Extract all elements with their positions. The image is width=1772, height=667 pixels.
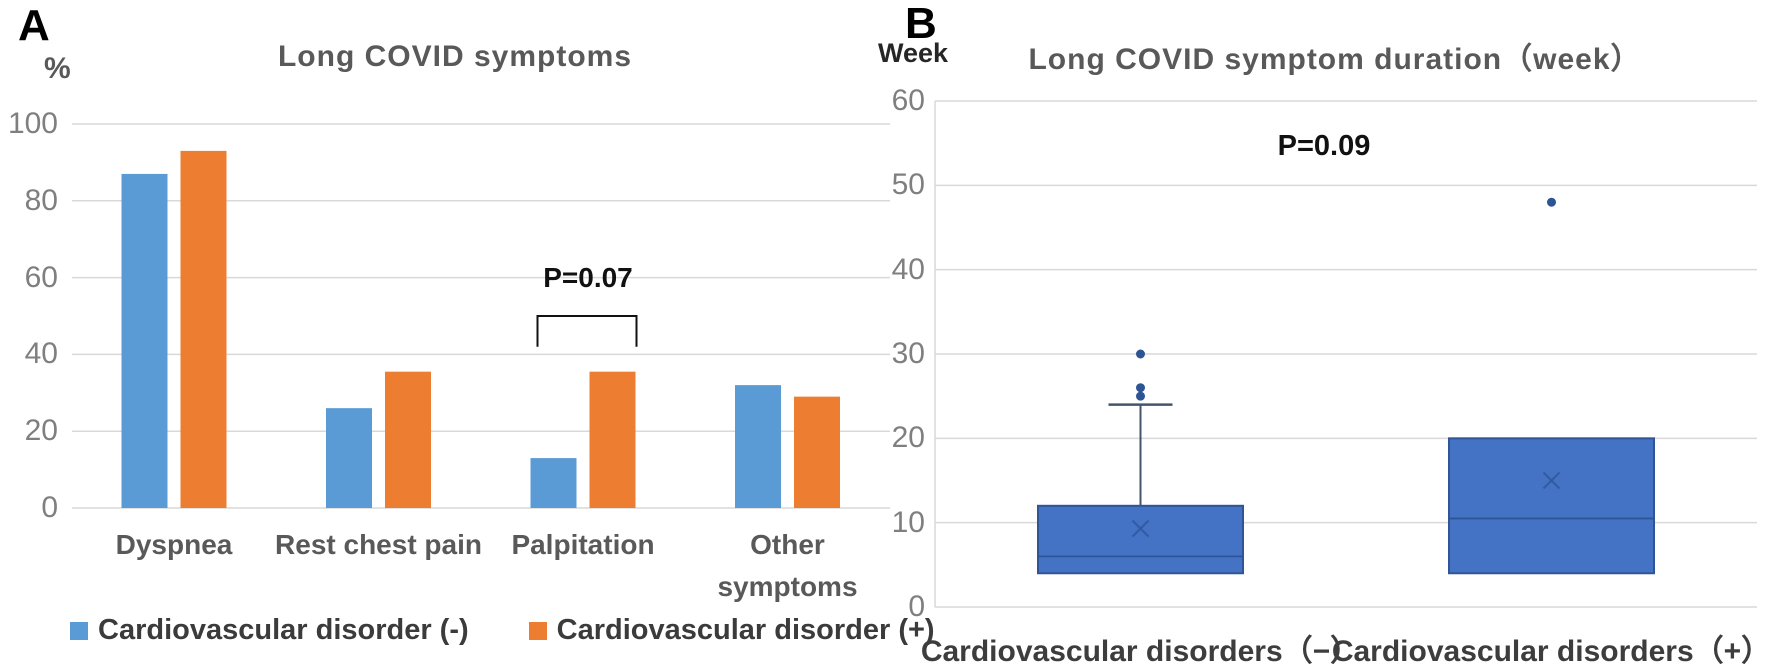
panel-b-title: Long COVID symptom duration（week） [1028, 43, 1642, 76]
outlier-dot-0-1 [1136, 383, 1145, 393]
y-tick-b-10: 10 [891, 505, 925, 539]
legend-label: Cardiovascular disorder (-) [98, 614, 469, 646]
y-tick-b-60: 60 [891, 84, 925, 117]
bar-cvpos-2 [589, 371, 636, 508]
outlier-dot-0-2 [1136, 349, 1145, 359]
bar-cvneg-0 [121, 173, 168, 509]
panel-b-y-axis-unit: Week [877, 38, 949, 68]
y-tick-b-20: 20 [891, 421, 925, 455]
y-tick-a-60: 60 [24, 260, 58, 294]
pvalue-bracket [536, 315, 638, 347]
legend: Cardiovascular disorder (-) Cardiovascula… [70, 614, 935, 647]
panel-b-label: B [905, 0, 937, 48]
bar-cvpos-3 [794, 396, 840, 508]
x-category-a-1: Rest chest pain [275, 529, 482, 560]
bar-cvneg-3 [735, 385, 781, 508]
y-tick-a-40: 40 [24, 337, 58, 371]
y-tick-b-50: 50 [891, 168, 925, 202]
y-tick-a-100: 100 [7, 107, 58, 140]
panel-b-pvalue: P=0.09 [1277, 130, 1371, 162]
y-tick-a-20: 20 [24, 414, 58, 448]
y-tick-a-80: 80 [24, 183, 58, 217]
legend-swatch-icon [70, 621, 88, 640]
legend-item-cv-negative: Cardiovascular disorder (-) [70, 614, 469, 647]
panel-a-y-axis-unit: % [44, 52, 71, 85]
bar-cvneg-1 [326, 408, 372, 508]
x-category-a-3: Other symptoms [717, 529, 858, 602]
bar-cvpos-1 [385, 371, 431, 508]
box-0 [1037, 504, 1244, 575]
bar-cvneg-2 [530, 458, 577, 508]
outlier-dot-1-0 [1547, 197, 1556, 207]
bar-cvpos-0 [180, 150, 227, 508]
x-category-a-0: Dyspnea [115, 529, 233, 560]
y-tick-b-40: 40 [891, 252, 925, 286]
legend-swatch-icon [528, 621, 547, 640]
mean-marker-0 [1131, 519, 1150, 538]
mean-marker-1 [1542, 471, 1561, 490]
panel-a-pvalue: P=0.07 [543, 262, 633, 293]
panel-a-label: A [18, 1, 50, 50]
x-category-b-0: Cardiovascular disorders（−） [920, 635, 1361, 667]
box-1 [1448, 437, 1655, 575]
x-category-b-1: Cardiovascular disorders（+） [1331, 635, 1772, 667]
outlier-dot-0-0 [1136, 391, 1145, 401]
legend-label: Cardiovascular disorder (+) [556, 614, 935, 646]
y-tick-a-0: 0 [41, 491, 58, 524]
y-tick-b-30: 30 [891, 337, 925, 370]
legend-item-cv-positive: Cardiovascular disorder (+) [528, 614, 935, 647]
x-category-a-2: Palpitation [511, 529, 655, 560]
y-tick-b-0: 0 [908, 590, 925, 623]
panel-a-title: Long COVID symptoms [277, 40, 633, 73]
